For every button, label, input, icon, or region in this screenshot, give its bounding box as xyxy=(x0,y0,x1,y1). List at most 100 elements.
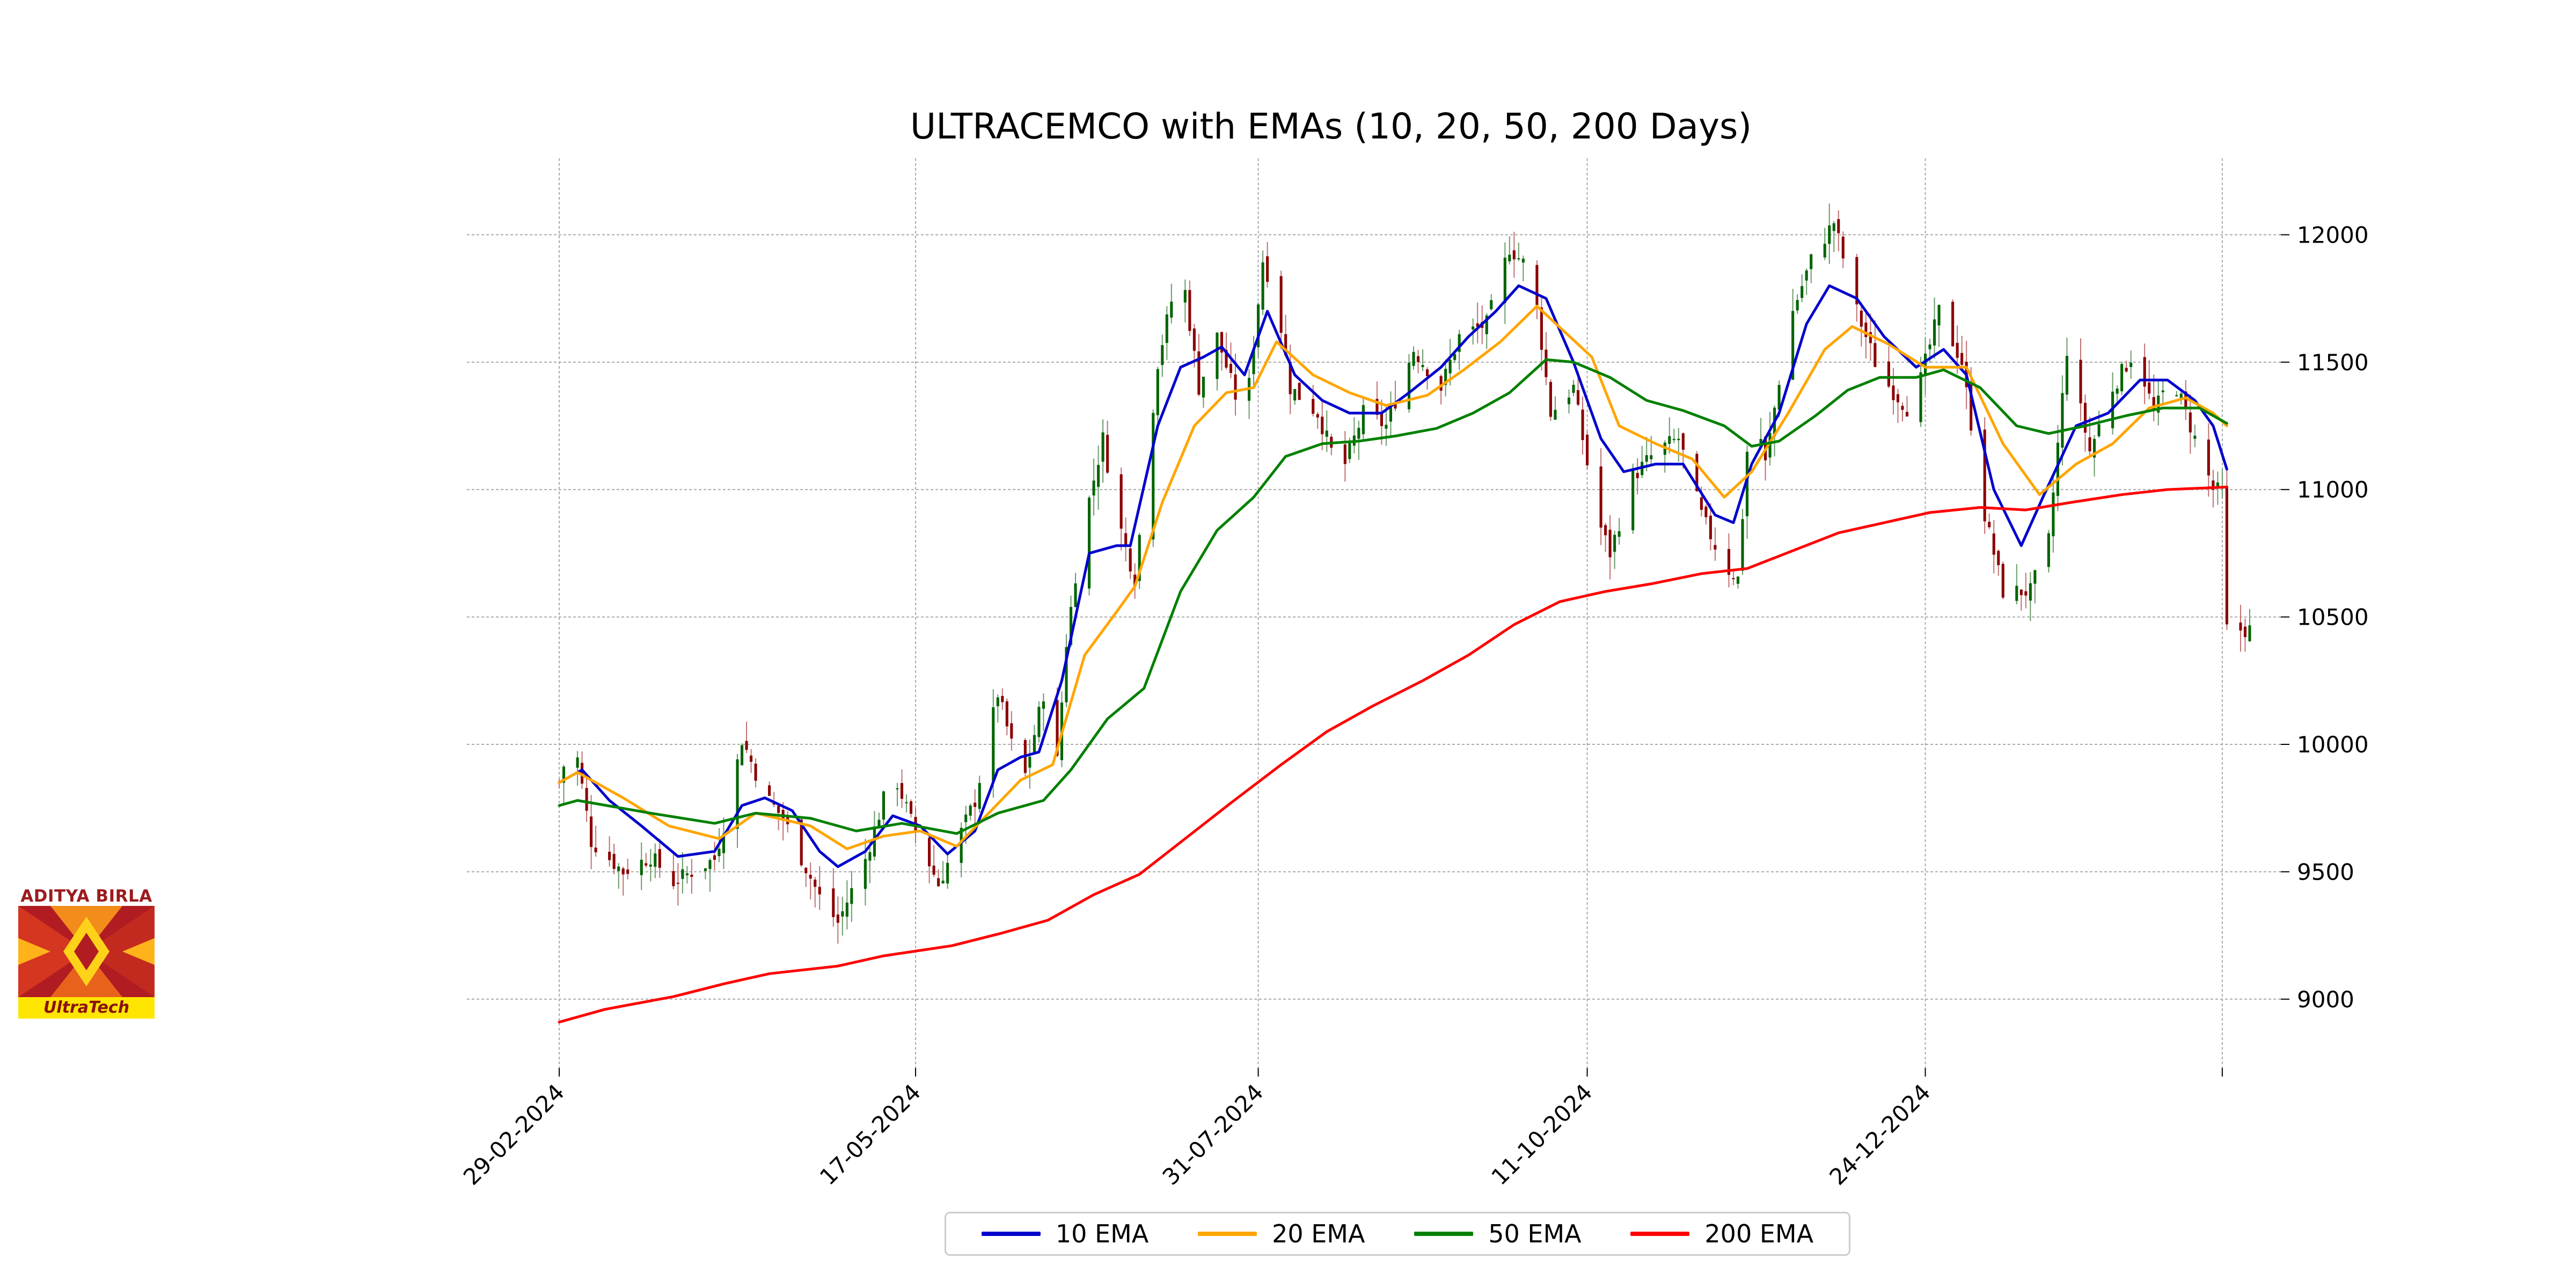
candle-up xyxy=(2052,492,2055,537)
candle-up xyxy=(1796,299,1799,311)
logo-emblem-icon xyxy=(18,906,155,997)
candle-down xyxy=(1234,374,1237,400)
candlesticks xyxy=(558,203,2251,944)
candle-down xyxy=(1001,696,1004,702)
candle-up xyxy=(2193,435,2197,439)
candle-down xyxy=(1892,385,1895,400)
candle-down xyxy=(745,741,748,750)
grid-lines xyxy=(467,158,2281,1068)
candle-up xyxy=(1736,576,1740,584)
candle-up xyxy=(1485,315,1488,334)
candle-up xyxy=(708,860,712,869)
candle-up xyxy=(1037,707,1041,737)
candle-up xyxy=(654,853,657,867)
candle-down xyxy=(1220,332,1224,353)
candle-down xyxy=(2019,589,2023,595)
candle-down xyxy=(690,874,693,877)
candle-down xyxy=(818,887,821,895)
candle-down xyxy=(814,879,817,887)
chart-title: ULTRACEMCO with EMAs (10, 20, 50, 200 Da… xyxy=(910,106,1752,147)
legend-label-20-ema: 20 EMA xyxy=(1272,1219,1365,1248)
candle-up xyxy=(2061,393,2064,448)
candle-up xyxy=(2116,389,2119,394)
candle-up xyxy=(1156,369,1159,415)
candle-up xyxy=(850,888,853,904)
candle-down xyxy=(585,788,588,811)
candle-down xyxy=(1197,351,1201,395)
candle-up xyxy=(2092,438,2096,458)
candle-up xyxy=(1152,413,1155,540)
candle-down xyxy=(804,868,808,874)
candle-down xyxy=(2143,357,2146,387)
legend-swatch-20-ema xyxy=(1198,1232,1257,1236)
candle-up xyxy=(1183,290,1187,303)
candle-down xyxy=(2225,486,2228,625)
candle-down xyxy=(768,785,771,796)
candle-up xyxy=(1088,497,1091,589)
candle-up xyxy=(1170,302,1173,318)
candle-up xyxy=(863,859,867,889)
candle-up xyxy=(845,902,848,917)
candle-up xyxy=(978,783,981,809)
candle-up xyxy=(1407,362,1411,409)
candle-down xyxy=(1585,434,1589,466)
y-tick-label: 9000 xyxy=(2297,986,2354,1013)
candle-down xyxy=(626,869,630,874)
candle-up xyxy=(1503,258,1506,303)
legend-swatch-50-ema xyxy=(1414,1232,1474,1236)
candle-down xyxy=(1841,236,1845,259)
candle-up xyxy=(1672,438,1675,440)
candle-down xyxy=(621,868,625,875)
candle-down xyxy=(1992,533,1995,555)
candle-up xyxy=(1650,455,1653,459)
candle-down xyxy=(1864,323,1868,338)
candle-down xyxy=(932,865,935,875)
candle-down xyxy=(1970,384,1973,431)
candle-down xyxy=(974,802,977,807)
candle-down xyxy=(1874,343,1877,367)
candle-down xyxy=(2152,397,2155,411)
candle-down xyxy=(594,847,597,853)
legend-swatch-200-ema xyxy=(1630,1232,1690,1236)
candle-up xyxy=(1554,409,1557,420)
candle-up xyxy=(1065,647,1068,702)
candle-down xyxy=(900,783,904,799)
candle-up xyxy=(1777,385,1781,410)
candle-down xyxy=(2148,382,2151,394)
candle-down xyxy=(1727,548,1731,575)
candle-down xyxy=(909,801,913,814)
candle-up xyxy=(1074,583,1077,608)
y-tick-label: 12000 xyxy=(2297,222,2369,248)
candle-up xyxy=(1069,606,1073,645)
candle-down xyxy=(672,871,675,887)
candle-down xyxy=(1714,545,1717,550)
candle-down xyxy=(1375,399,1379,415)
candle-down xyxy=(1695,453,1699,492)
logo-band-text: UltraTech xyxy=(18,997,155,1019)
candle-up xyxy=(877,819,881,826)
candle-up xyxy=(1257,304,1260,348)
legend-label-50-ema: 50 EMA xyxy=(1488,1219,1582,1248)
candle-up xyxy=(1937,305,1941,326)
candle-up xyxy=(2097,424,2101,436)
candle-down xyxy=(1316,414,1319,418)
candle-up xyxy=(1631,470,1635,531)
candle-up xyxy=(964,814,968,822)
ema-line-10-ema xyxy=(558,284,2228,868)
candle-up xyxy=(1832,223,1835,231)
legend-entry-50-ema: 50 EMA xyxy=(1414,1219,1582,1248)
candle-up xyxy=(722,833,726,853)
candle-up xyxy=(996,697,999,706)
candle-down xyxy=(1988,522,1991,528)
candle-down xyxy=(2083,402,2087,433)
candle-down xyxy=(2189,412,2192,433)
candle-up xyxy=(2015,586,2018,601)
candle-down xyxy=(1604,525,1607,536)
candle-up xyxy=(969,805,972,816)
candle-up xyxy=(704,868,707,872)
candle-down xyxy=(1289,362,1292,394)
candle-up xyxy=(2216,482,2219,488)
candle-up xyxy=(1919,372,1922,422)
candle-up xyxy=(1357,428,1360,439)
candle-down xyxy=(1106,435,1109,473)
